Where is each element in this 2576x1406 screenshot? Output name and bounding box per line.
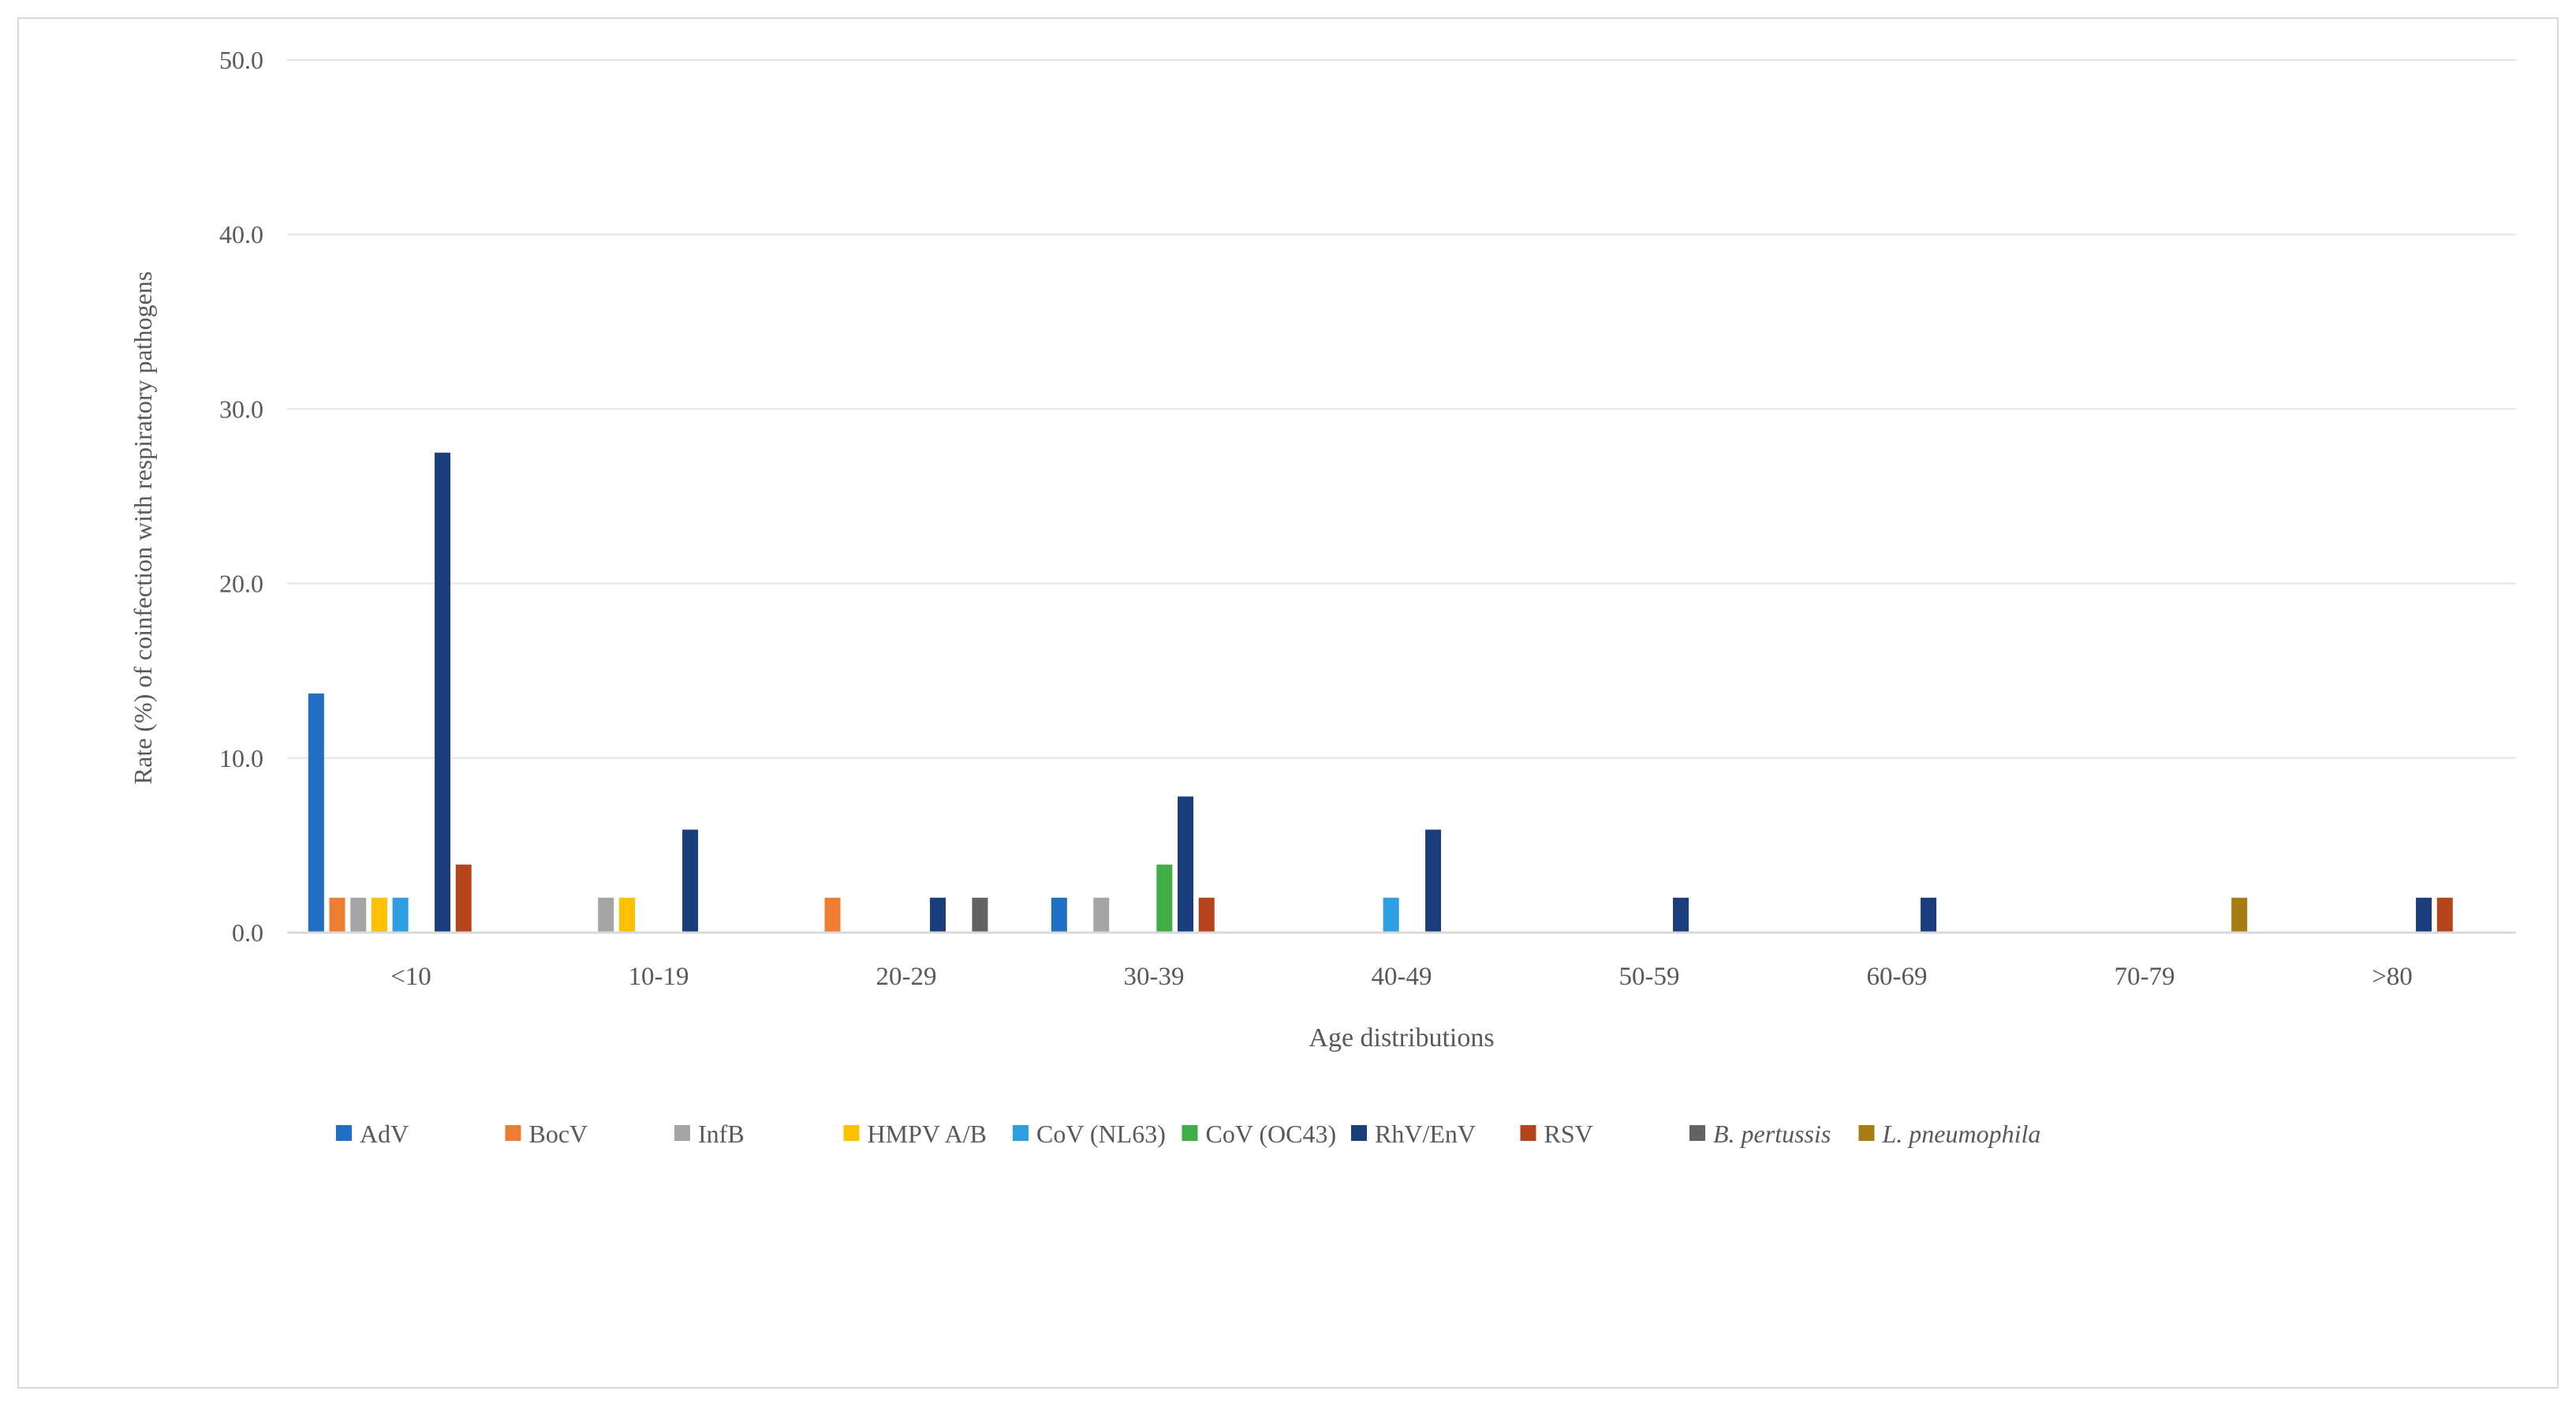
y-tick-label: 0.0	[232, 918, 263, 947]
legend-label: BocV	[529, 1120, 588, 1148]
y-axis-ticks: 0.0 10.0 20.0 30.0 40.0 50.0	[219, 46, 263, 947]
legend-swatch	[1689, 1125, 1705, 1141]
chart-frame: 0.0 10.0 20.0 30.0 40.0 50.0 <10 10-19 20-29 30-…	[17, 17, 2559, 1389]
bar	[1198, 897, 1215, 933]
x-axis-ticks: <10 10-19 20-29 30-39 40-49 50-59 60-69 70-79 >8…	[390, 963, 2413, 991]
x-tick-label: 10-19	[629, 963, 689, 991]
legend-swatch	[1351, 1125, 1367, 1141]
legend-label: InfB	[698, 1120, 745, 1148]
x-tick-label: 70-79	[2115, 963, 2175, 991]
legend-swatch	[843, 1125, 860, 1141]
legend-swatch	[1520, 1125, 1536, 1141]
gridlines	[287, 59, 2516, 759]
legend: AdV BocV InfB HMPV A/B CoV (NL63) CoV (OC43) R…	[336, 1120, 2040, 1148]
bar	[392, 897, 409, 933]
bar	[1673, 897, 1689, 933]
legend-swatch	[1013, 1125, 1029, 1141]
bar	[371, 897, 387, 933]
bar	[682, 829, 699, 933]
x-tick-label: <10	[390, 963, 431, 991]
y-axis-label: Rate (%) of coinfection with respiratory…	[129, 271, 157, 784]
legend-label: CoV (NL63)	[1036, 1120, 1166, 1148]
x-tick-label: 50-59	[1619, 963, 1680, 991]
legend-label: AdV	[360, 1120, 409, 1148]
bar	[1921, 897, 1937, 933]
y-tick-label: 30.0	[219, 395, 263, 423]
bar	[1051, 897, 1067, 933]
x-tick-label: 60-69	[1867, 963, 1928, 991]
x-tick-label: 20-29	[876, 963, 937, 991]
bar	[2231, 897, 2248, 933]
bar	[1156, 864, 1173, 933]
bar	[455, 864, 472, 933]
bar	[1093, 897, 1110, 933]
bar	[1425, 829, 1442, 933]
bar	[2436, 897, 2453, 933]
bar	[350, 897, 367, 933]
legend-swatch	[1858, 1125, 1875, 1141]
legend-label: RhV/EnV	[1375, 1120, 1476, 1148]
x-tick-label: 30-39	[1124, 963, 1185, 991]
legend-swatch	[505, 1125, 521, 1141]
bar	[972, 897, 988, 933]
legend-swatch	[336, 1125, 352, 1141]
bar	[1383, 897, 1399, 933]
bars	[308, 452, 2453, 933]
legend-label: RSV	[1544, 1120, 1593, 1148]
bar	[930, 897, 946, 933]
x-tick-label: 40-49	[1372, 963, 1432, 991]
bar	[824, 897, 841, 933]
x-tick-label: >80	[2372, 963, 2413, 991]
bar	[618, 897, 635, 933]
y-tick-label: 50.0	[219, 46, 263, 74]
bar-chart: 0.0 10.0 20.0 30.0 40.0 50.0 <10 10-19 20-29 30-…	[129, 46, 2516, 1148]
bar	[1178, 796, 1194, 933]
bar	[308, 693, 324, 933]
bar	[598, 897, 614, 933]
y-tick-label: 40.0	[219, 220, 263, 249]
legend-label: L. pneumophila	[1882, 1120, 2041, 1148]
legend-swatch	[1182, 1125, 1198, 1141]
bar	[435, 452, 451, 933]
legend-swatch	[674, 1125, 690, 1141]
legend-label: CoV (OC43)	[1206, 1120, 1337, 1148]
y-tick-label: 20.0	[219, 570, 263, 598]
bar	[2416, 897, 2432, 933]
bar	[329, 897, 345, 933]
x-axis-label: Age distributions	[1309, 1023, 1494, 1053]
legend-label: HMPV A/B	[868, 1120, 987, 1148]
y-tick-label: 10.0	[219, 744, 263, 772]
legend-label: B. pertussis	[1713, 1120, 1831, 1148]
